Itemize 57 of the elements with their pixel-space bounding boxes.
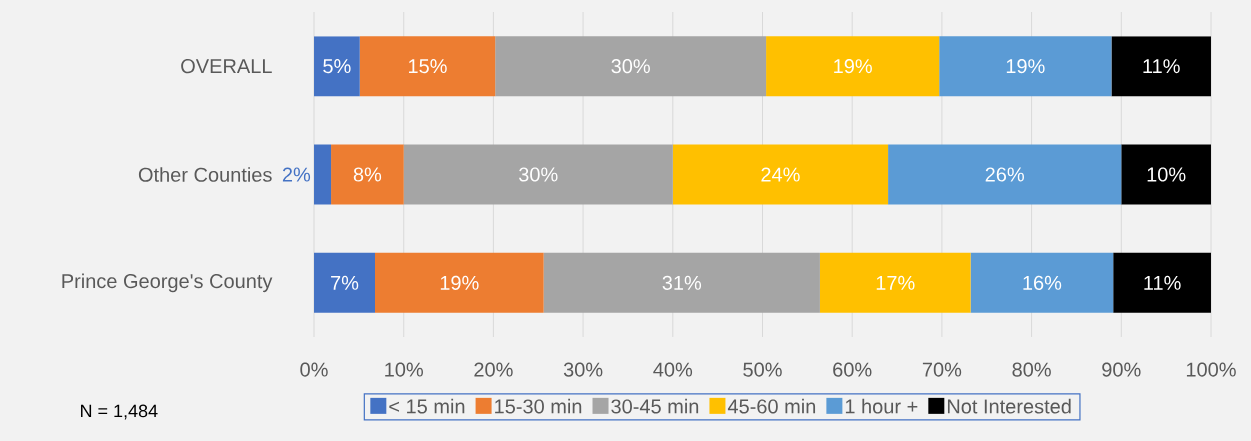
x-tick-label: 10% <box>385 362 423 377</box>
data-label: 24% <box>761 167 800 182</box>
x-tick-label: 30% <box>563 362 603 377</box>
bar <box>314 144 332 205</box>
data-label: 11% <box>1143 59 1180 74</box>
legend-label: 15-30 min <box>495 398 582 414</box>
bar <box>819 252 971 313</box>
bar <box>375 252 544 313</box>
bar <box>970 252 1114 313</box>
bar <box>1113 252 1211 313</box>
data-label: 19% <box>1006 59 1045 74</box>
text: N = 1,484 <box>81 404 158 420</box>
bar <box>331 144 404 205</box>
x-tick-label: 60% <box>833 362 872 377</box>
bar <box>766 36 940 97</box>
data-label: 15% <box>408 59 447 74</box>
x-tick-label: 70% <box>922 362 962 377</box>
legend-label: 1 hour + <box>845 398 918 414</box>
data-label: 11% <box>1144 275 1181 290</box>
data-label: 26% <box>985 167 1024 182</box>
data-label: 10% <box>1147 167 1186 182</box>
data-label: 7% <box>331 275 359 290</box>
bar <box>939 36 1112 97</box>
data-label: 19% <box>834 59 872 74</box>
bar <box>888 144 1122 205</box>
bar <box>672 144 889 205</box>
x-tick-label: 0% <box>300 362 328 377</box>
data-label: 31% <box>662 275 702 290</box>
data-label: 19% <box>440 275 479 290</box>
legend-label: 30-45 min <box>611 398 699 414</box>
legend-label: < 15 min <box>389 398 465 414</box>
bar <box>314 36 360 97</box>
y-tick-label: Other Counties <box>138 167 272 182</box>
data-label: 16% <box>1023 275 1062 290</box>
data-label: 30% <box>519 167 558 182</box>
x-tick-label: 100% <box>1186 362 1236 377</box>
y-tick-label: Prince George's County <box>62 273 273 293</box>
bar <box>495 36 767 97</box>
x-tick-label: 50% <box>743 362 782 377</box>
x-tick-label: 90% <box>1102 362 1141 377</box>
bar <box>314 252 375 313</box>
x-tick-label: 40% <box>653 362 693 377</box>
y-tick-label: OVERALL <box>181 59 272 74</box>
x-tick-label: 20% <box>474 362 513 377</box>
data-label: 2% <box>282 167 311 182</box>
legend-label: 45-60 min <box>727 398 816 414</box>
bar <box>1121 144 1211 205</box>
data-label: 8% <box>353 167 382 182</box>
legend-label: Not Interested <box>947 398 1071 414</box>
bar <box>403 144 673 205</box>
bar <box>359 36 496 97</box>
data-label: 17% <box>876 275 915 290</box>
bar <box>1111 36 1211 97</box>
data-label: 5% <box>323 59 351 74</box>
x-tick-label: 80% <box>1012 362 1051 377</box>
data-label: 30% <box>611 59 650 74</box>
bar <box>543 252 820 313</box>
